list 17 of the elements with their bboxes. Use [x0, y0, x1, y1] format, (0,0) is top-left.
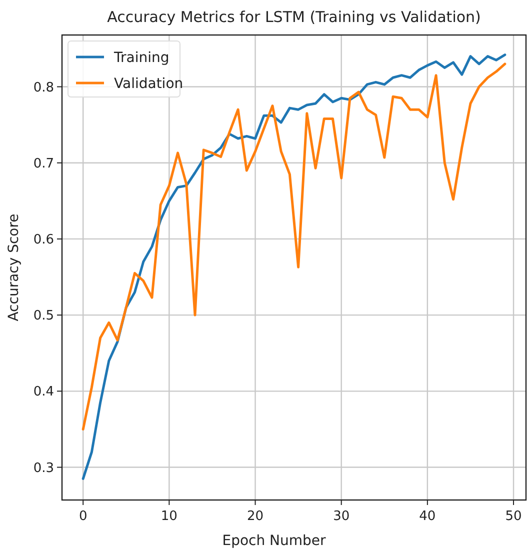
- x-tick-label: 50: [505, 509, 522, 524]
- x-tick-label: 30: [333, 509, 350, 524]
- x-tick-label: 10: [160, 509, 178, 524]
- legend-label: Validation: [114, 76, 184, 92]
- chart-title: Accuracy Metrics for LSTM (Training vs Validation): [107, 8, 481, 26]
- y-axis-title: Accuracy Score: [6, 214, 22, 322]
- x-axis-title: Epoch Number: [222, 533, 326, 549]
- legend-label: Training: [113, 50, 170, 66]
- y-tick-label: 0.5: [33, 308, 54, 324]
- x-tick-label: 40: [419, 509, 436, 524]
- y-tick-label: 0.7: [33, 156, 54, 172]
- x-tick-label: 20: [246, 509, 264, 524]
- y-tick-label: 0.3: [33, 460, 54, 476]
- y-tick-label: 0.4: [33, 384, 54, 400]
- y-tick-label: 0.6: [33, 232, 54, 248]
- y-tick-label: 0.8: [33, 80, 54, 96]
- x-tick-label: 0: [78, 509, 88, 524]
